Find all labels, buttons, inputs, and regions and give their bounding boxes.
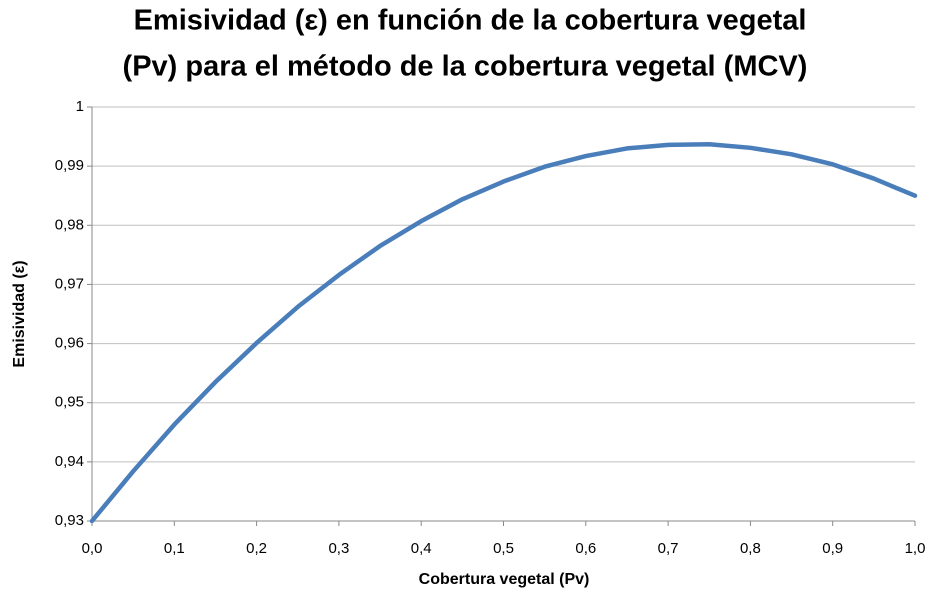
y-axis-title: Emisividad (ε) <box>11 260 28 367</box>
x-tick-label: 1,0 <box>905 540 926 557</box>
x-tick-label: 0,5 <box>493 540 514 557</box>
chart-title: Emisividad (ε) en función de la cobertur… <box>134 5 807 37</box>
chart-title: (Pv) para el método de la cobertura vege… <box>123 51 808 83</box>
y-tick-label: 1 <box>76 98 84 115</box>
y-tick-label: 0,97 <box>55 275 84 292</box>
x-tick-label: 0,6 <box>575 540 596 557</box>
x-tick-label: 0,1 <box>164 540 185 557</box>
y-tick-label: 0,93 <box>55 512 84 529</box>
x-tick-label: 0,2 <box>246 540 267 557</box>
x-tick-label: 0,7 <box>658 540 679 557</box>
x-tick-label: 0,4 <box>411 540 432 557</box>
x-tick-label: 0,9 <box>822 540 843 557</box>
x-tick-label: 0,8 <box>740 540 761 557</box>
x-tick-label: 0,3 <box>328 540 349 557</box>
y-tick-label: 0,96 <box>55 335 84 352</box>
x-axis-title: Cobertura vegetal (Pv) <box>419 571 590 588</box>
x-tick-label: 0,0 <box>82 540 103 557</box>
y-tick-label: 0,94 <box>55 453 84 470</box>
y-tick-label: 0,98 <box>55 216 84 233</box>
y-tick-label: 0,95 <box>55 394 84 411</box>
line-series <box>89 142 918 524</box>
y-tick-label: 0,99 <box>55 157 84 174</box>
